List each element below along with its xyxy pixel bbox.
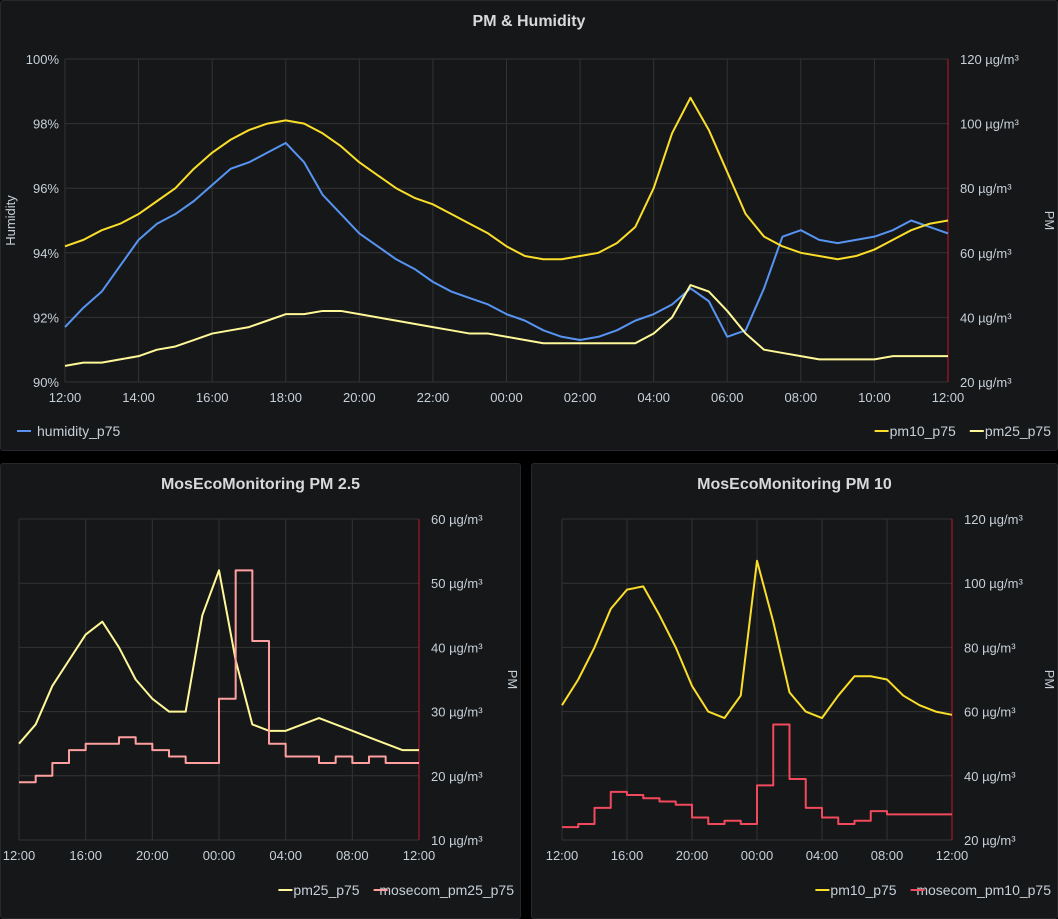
series-line-mosecom_pm10_p75 bbox=[562, 723, 952, 829]
y-left-axis-label: Humidity bbox=[3, 195, 18, 246]
y-right-axis-label: PM bbox=[1042, 670, 1057, 690]
y-right-tick-label: 20 µg/m³ bbox=[431, 769, 483, 784]
y-right-tick-label: 40 µg/m³ bbox=[431, 640, 483, 655]
series-line-pm25_p75 bbox=[64, 284, 948, 367]
x-tick-label: 12:00 bbox=[49, 390, 82, 405]
x-tick-label: 20:00 bbox=[136, 848, 169, 863]
x-tick-label: 16:00 bbox=[196, 390, 229, 405]
x-tick-label: 00:00 bbox=[741, 848, 774, 863]
y-right-axis-label: PM bbox=[505, 670, 520, 690]
pm10-panel: MosEcoMonitoring PM 10 12:00 16:00 20:00 00… bbox=[531, 463, 1058, 919]
y-left-tick-label: 100% bbox=[26, 52, 60, 67]
y-right-tick-label: 20 µg/m³ bbox=[960, 375, 1012, 390]
y-right-tick-label: 10 µg/m³ bbox=[431, 833, 483, 848]
series-line-pm10_p75 bbox=[561, 559, 953, 720]
panel-title: MosEcoMonitoring PM 2.5 bbox=[160, 476, 361, 493]
y-right-tick-label: 60 µg/m³ bbox=[964, 705, 1016, 720]
x-tick-label: 12:00 bbox=[403, 848, 436, 863]
panel-title: PM & Humidity bbox=[472, 13, 586, 30]
y-right-tick-label: 120 µg/m³ bbox=[964, 512, 1023, 527]
x-tick-label: 04:00 bbox=[806, 848, 839, 863]
y-left-tick-label: 94% bbox=[33, 246, 59, 261]
pm-humidity-chart: 12:00 14:00 16:00 18:00 20:00 22:00 00:00 02:00… bbox=[3, 52, 1057, 439]
x-tick-label: 20:00 bbox=[676, 848, 709, 863]
x-tick-label: 12:00 bbox=[3, 848, 36, 863]
y-right-tick-label: 80 µg/m³ bbox=[964, 640, 1016, 655]
y-right-tick-label: 60 µg/m³ bbox=[431, 512, 483, 527]
y-left-tick-label: 92% bbox=[33, 310, 59, 325]
x-tick-label: 08:00 bbox=[871, 848, 904, 863]
y-right-tick-label: 100 µg/m³ bbox=[964, 576, 1023, 591]
x-tick-label: 12:00 bbox=[932, 390, 965, 405]
legend-label: humidity_p75 bbox=[37, 423, 120, 439]
legend-label: mosecom_pm25_p75 bbox=[379, 882, 514, 898]
x-tick-label: 04:00 bbox=[269, 848, 302, 863]
series-line-humidity_p75 bbox=[64, 141, 949, 342]
x-tick-label: 00:00 bbox=[203, 848, 236, 863]
y-right-tick-label: 20 µg/m³ bbox=[964, 833, 1016, 848]
x-tick-label: 16:00 bbox=[69, 848, 102, 863]
y-left-tick-label: 90% bbox=[33, 375, 59, 390]
x-tick-label: 02:00 bbox=[564, 390, 597, 405]
legend-label: pm10_p75 bbox=[890, 423, 956, 439]
x-tick-label: 12:00 bbox=[546, 848, 579, 863]
x-tick-label: 04:00 bbox=[637, 390, 670, 405]
x-tick-label: 18:00 bbox=[269, 390, 302, 405]
legend-label: pm25_p75 bbox=[985, 423, 1051, 439]
y-left-tick-label: 96% bbox=[33, 181, 59, 196]
y-right-tick-label: 30 µg/m³ bbox=[431, 705, 483, 720]
x-tick-label: 08:00 bbox=[785, 390, 818, 405]
x-tick-label: 20:00 bbox=[343, 390, 376, 405]
pm-humidity-panel: PM & Humidity 12:00 14:00 16:00 18:00 20:00 2… bbox=[0, 0, 1058, 451]
panel-title: MosEcoMonitoring PM 10 bbox=[697, 476, 892, 493]
legend-label: mosecom_pm10_p75 bbox=[916, 882, 1051, 898]
x-tick-label: 14:00 bbox=[122, 390, 155, 405]
series-line-pm10_p75 bbox=[64, 96, 949, 261]
y-right-tick-label: 60 µg/m³ bbox=[960, 246, 1012, 261]
series-line-mosecom_pm25_p75 bbox=[19, 569, 419, 784]
y-right-tick-label: 100 µg/m³ bbox=[960, 117, 1019, 132]
y-right-tick-label: 50 µg/m³ bbox=[431, 576, 483, 591]
x-tick-label: 10:00 bbox=[858, 390, 891, 405]
y-right-tick-label: 40 µg/m³ bbox=[964, 769, 1016, 784]
x-tick-label: 00:00 bbox=[490, 390, 523, 405]
series-line-pm25_p75 bbox=[18, 569, 419, 752]
x-tick-label: 12:00 bbox=[936, 848, 969, 863]
x-tick-label: 08:00 bbox=[336, 848, 369, 863]
legend-label: pm25_p75 bbox=[293, 882, 359, 898]
x-tick-label: 06:00 bbox=[711, 390, 744, 405]
y-right-tick-label: 80 µg/m³ bbox=[960, 181, 1012, 196]
y-left-tick-label: 98% bbox=[33, 117, 59, 132]
y-right-tick-label: 40 µg/m³ bbox=[960, 310, 1012, 325]
pm25-panel: MosEcoMonitoring PM 2.5 12:00 16:00 20:00 0… bbox=[0, 463, 521, 919]
y-right-tick-label: 120 µg/m³ bbox=[960, 52, 1019, 67]
x-tick-label: 16:00 bbox=[611, 848, 644, 863]
x-tick-label: 22:00 bbox=[417, 390, 450, 405]
y-right-axis-label: PM bbox=[1042, 211, 1057, 231]
legend-label: pm10_p75 bbox=[830, 882, 896, 898]
